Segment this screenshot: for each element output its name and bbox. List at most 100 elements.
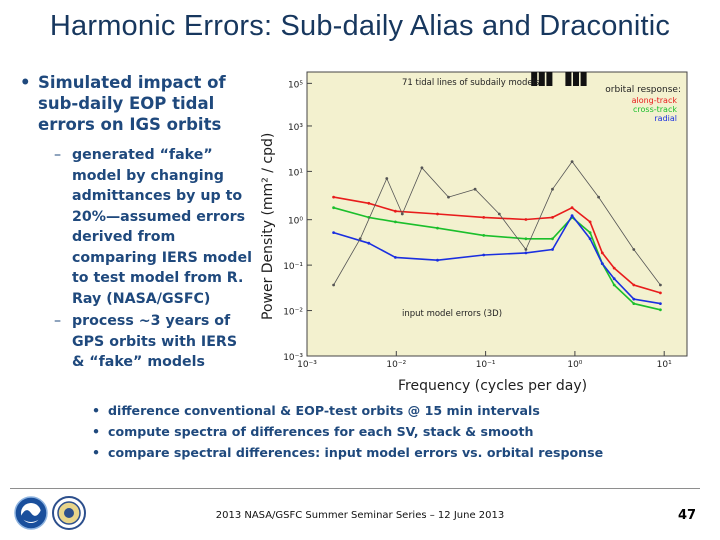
x-tick-label: 10¹: [657, 360, 672, 368]
y-tick-label: 10⁻¹: [283, 262, 303, 272]
data-point: [497, 212, 501, 216]
slide-title: Harmonic Errors: Sub-daily Alias and Dra…: [49, 10, 671, 42]
data-point: [420, 166, 424, 170]
data-point: [332, 231, 335, 235]
data-point: [367, 241, 371, 245]
bullet-dot-icon: •: [92, 424, 101, 439]
x-tick-label: 10⁻³: [297, 360, 317, 368]
data-point: [570, 206, 574, 210]
data-point: [332, 195, 335, 199]
sub-bullet-text: process ~3 years of GPS orbits with IERS…: [72, 313, 238, 370]
main-bullet-text: Simulated impact of sub-daily EOP tidal …: [38, 73, 226, 134]
data-point: [332, 283, 335, 287]
data-point: [612, 277, 616, 281]
legend-entry: along-track: [632, 96, 678, 105]
lower-bullets: • difference conventional & EOP-test orbi…: [92, 400, 692, 463]
bullet-dot-icon: •: [92, 403, 101, 418]
noaa-logo-icon: [14, 496, 48, 530]
tidal-line-marker: [546, 72, 553, 86]
data-point: [612, 283, 616, 287]
data-point: [400, 212, 404, 216]
data-point: [612, 266, 616, 270]
data-point: [551, 248, 554, 251]
legend-entry: cross-track: [633, 105, 677, 114]
data-point: [659, 291, 662, 295]
data-point: [367, 201, 371, 205]
data-point: [588, 231, 592, 235]
data-point: [588, 237, 592, 241]
tidal-line-marker: [538, 72, 545, 86]
data-point: [473, 187, 477, 191]
data-point: [659, 302, 662, 305]
sub-bullet-1: – generated “fake” model by changing adm…: [54, 145, 252, 309]
sub-bullet-2: – process ~3 years of GPS orbits with IE…: [54, 311, 252, 373]
data-point: [482, 216, 486, 219]
data-point: [600, 262, 604, 265]
data-point: [570, 214, 574, 218]
lower-bullet-text: compare spectral differences: input mode…: [108, 445, 604, 460]
data-point: [570, 160, 574, 163]
tidal-line-marker: [565, 72, 572, 86]
annotation-tidal-lines: 71 tidal lines of subdaily models: [402, 78, 540, 88]
sub-bullet-text: generated “fake” model by changing admit…: [72, 147, 252, 307]
data-point: [385, 177, 389, 180]
y-tick-label: 10⁰: [288, 217, 303, 227]
data-point: [447, 195, 450, 199]
data-point: [659, 283, 662, 287]
tidal-line-marker: [580, 72, 587, 86]
y-tick-label: 10¹: [288, 168, 303, 178]
lower-bullet: • compute spectra of differences for each…: [92, 421, 692, 442]
bullet-dot-icon: •: [92, 445, 101, 460]
y-tick-label: 10³: [288, 123, 303, 133]
data-point: [482, 253, 486, 257]
data-point: [524, 251, 528, 255]
x-tick-label: 10⁻¹: [476, 360, 496, 368]
lower-bullet: • difference conventional & EOP-test orbi…: [92, 400, 692, 421]
data-point: [600, 251, 604, 255]
left-text-column: • Simulated impact of sub-daily EOP tida…: [20, 72, 252, 373]
data-point: [394, 220, 397, 224]
annotation-input-errors: input model errors (3D): [402, 309, 502, 319]
bullet-dot-icon: •: [20, 73, 31, 92]
legend-entry: radial: [654, 114, 677, 123]
data-point: [358, 237, 362, 241]
data-point: [632, 297, 636, 301]
data-point: [524, 218, 528, 221]
tidal-line-marker: [531, 72, 538, 86]
lower-bullet: • compare spectral differences: input mod…: [92, 442, 692, 463]
data-point: [394, 209, 397, 213]
data-point: [632, 283, 636, 287]
data-point: [551, 237, 554, 241]
data-point: [588, 220, 592, 224]
data-point: [551, 187, 554, 191]
spectrum-chart: 10⁵ 10³ 10¹ 10⁰ 10⁻¹ 10⁻² 10⁻³ 10⁻³ 10⁻² 10⁻¹ 10⁰ 1…: [275, 68, 695, 370]
legend-title: orbital response:: [605, 85, 681, 95]
data-point: [632, 302, 636, 305]
tidal-line-marker: [573, 72, 579, 86]
data-point: [659, 308, 662, 312]
data-point: [332, 206, 335, 210]
data-point: [632, 248, 636, 251]
lower-bullet-text: compute spectra of differences for each …: [108, 424, 534, 439]
dash-icon: –: [54, 147, 62, 163]
lower-bullet-text: difference conventional & EOP-test orbit…: [108, 403, 540, 418]
data-point: [482, 234, 486, 237]
x-axis-label: Frequency (cycles per day): [398, 378, 588, 394]
data-point: [436, 258, 439, 262]
footer-divider: [10, 488, 700, 489]
data-point: [597, 195, 600, 199]
data-point: [436, 226, 439, 230]
agency-seal-icon: [52, 496, 86, 530]
plot-area: [306, 71, 688, 357]
data-point: [524, 237, 528, 241]
data-point: [524, 248, 528, 251]
dash-icon: –: [54, 313, 62, 329]
y-tick-label: 10⁵: [288, 80, 303, 90]
data-point: [551, 216, 554, 219]
x-tick-label: 10⁰: [567, 360, 582, 368]
main-bullet: • Simulated impact of sub-daily EOP tida…: [20, 72, 252, 135]
page-number: 47: [678, 508, 697, 523]
series-line: [333, 161, 661, 286]
footer-text: 2013 NASA/GSFC Summer Seminar Series – 1…: [215, 510, 505, 521]
x-tick-label: 10⁻²: [386, 360, 406, 368]
